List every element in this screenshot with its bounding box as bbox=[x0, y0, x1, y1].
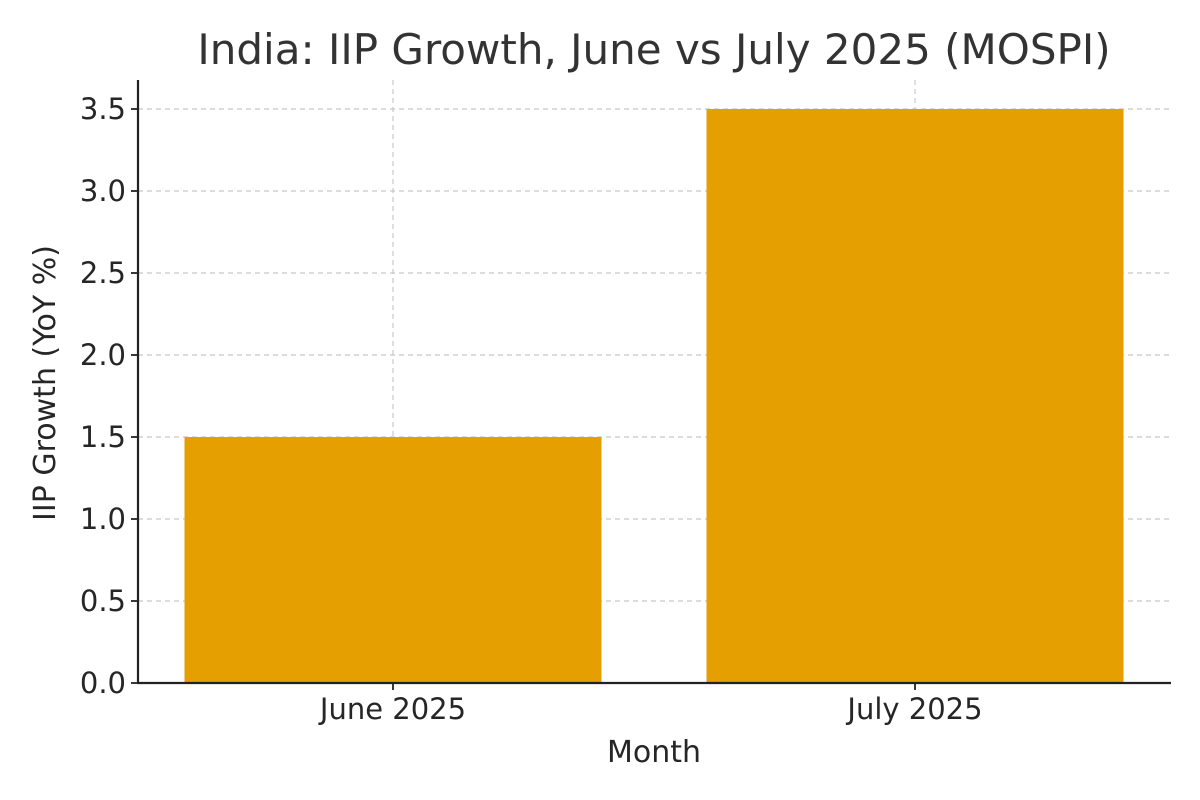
axes bbox=[136, 80, 1171, 685]
y-axis-label: IIP Growth (YoY %) bbox=[28, 245, 63, 521]
y-tick-label: 1.0 bbox=[80, 502, 126, 536]
y-tick-label: 2.5 bbox=[80, 256, 126, 290]
y-tick-label: 1.5 bbox=[80, 420, 126, 454]
ticks: 0.0 0.5 1.0 1.5 2.0 2.5 3.0 3.5 June 2025 July 20… bbox=[80, 92, 983, 726]
bar bbox=[184, 437, 602, 683]
x-tick-label: July 2025 bbox=[845, 692, 982, 726]
x-tick-label: June 2025 bbox=[318, 692, 466, 726]
y-tick-label: 0.5 bbox=[80, 584, 126, 618]
bars bbox=[184, 109, 1124, 683]
y-tick-label: 2.0 bbox=[80, 338, 126, 372]
y-tick-label: 0.0 bbox=[80, 666, 126, 700]
bar bbox=[706, 109, 1124, 683]
x-axis-label: Month bbox=[607, 735, 701, 770]
chart-title: India: IIP Growth, June vs July 2025 (MO… bbox=[197, 25, 1110, 74]
y-tick-label: 3.5 bbox=[80, 92, 126, 126]
y-tick-label: 3.0 bbox=[80, 174, 126, 208]
